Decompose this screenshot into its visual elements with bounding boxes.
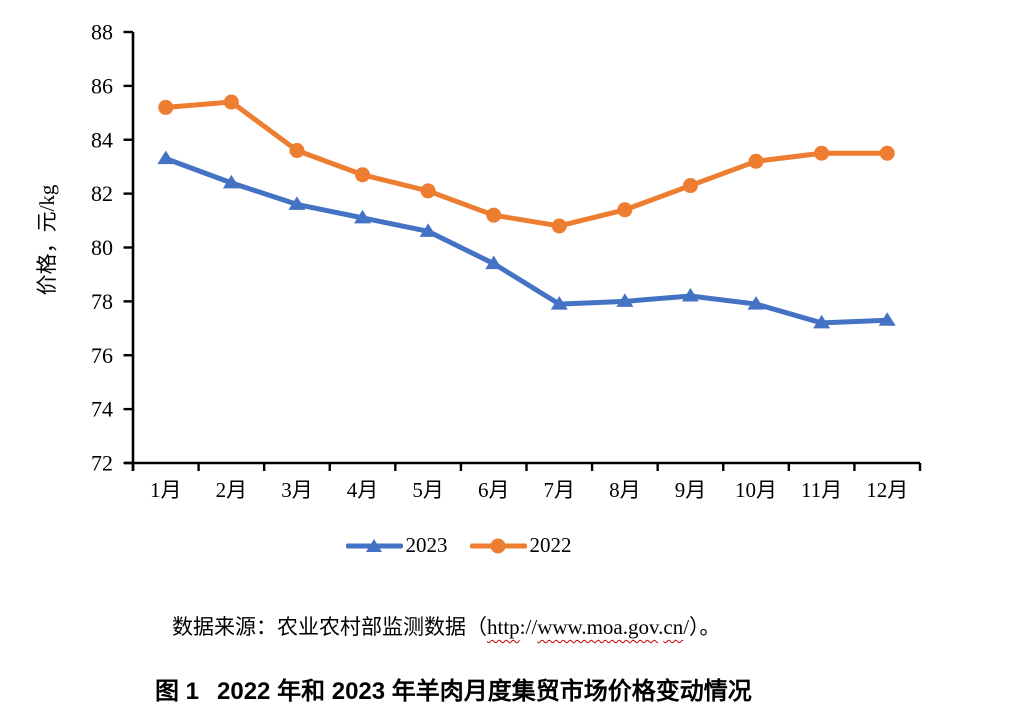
y-axis-tick-label: 86 [91,73,113,98]
legend-label-2023: 2023 [405,533,448,557]
source-note-suffix: ）。 [689,615,721,639]
series-2023-line [163,156,890,326]
series-2022-marker [682,178,698,194]
series-2023-marker [747,296,765,310]
x-axis-tick-label: 11月 [801,478,842,502]
x-axis-tick-label: 4月 [347,478,379,502]
y-axis-tick-label: 82 [91,181,113,206]
x-axis-tick-label: 3月 [281,478,313,502]
url-segment-tld: cn [663,615,684,639]
x-axis-tick-label: 5月 [412,478,444,502]
series-2023-marker [616,293,634,307]
x-axis-tick-label: 6月 [478,478,510,502]
source-note-prefix: 数据来源：农业农村部监测数据（ [172,615,487,639]
legend-label-2022: 2022 [529,533,572,557]
x-axis-tick-label: 8月 [609,478,641,502]
series-2022-marker [879,145,895,161]
series-2023-marker [878,312,896,326]
series-2022-marker [223,94,239,110]
y-axis-tick-label: 88 [91,20,113,45]
series-2022-marker [814,145,830,161]
y-axis-tick-label: 76 [91,343,113,368]
legend-2023-triangle-line-icon [345,538,403,554]
chart-legend: 2023 2022 [0,535,963,556]
price-line-chart: 72 74 76 78 80 82 84 86 88 1月 2月 3月 4月 5月 6月 7月 8月 9月 10月 1… [35,20,922,502]
y-axis-tick-label: 74 [91,397,113,422]
figure-caption: 图 1 2022 年和 2023 年羊肉月度集贸市场价格变动情况 [155,671,752,706]
series-2023-marker [681,287,699,302]
legend-2022-circle-line-icon [469,538,527,554]
series-2022-line [163,99,890,229]
url-segment-dot: . [658,615,664,639]
series-2022-marker [486,207,502,223]
x-axis-tick-label: 1月 [150,478,182,502]
source-note: 数据来源：农业农村部监测数据（http://www.moa.gov.cn/）。 [172,614,721,641]
series-2022-marker [289,143,305,159]
x-axis-tick-label: 12月 [866,478,908,502]
url-segment-scheme-sep: :// [519,615,538,639]
series-2023-marker [354,209,372,224]
series-2023-marker [813,314,831,329]
series-2023-marker [485,255,503,270]
legend-item-2022: 2022 [469,533,572,557]
y-axis-title: 价格，元/kg [35,184,59,295]
url-segment-slash: / [683,615,690,639]
y-axis-tick-label: 84 [91,127,113,152]
series-2022-marker [551,218,567,234]
series-2022-marker [748,153,764,169]
series-2022-marker [617,202,633,218]
series-2023-marker [419,223,437,237]
series-2022-marker [355,167,371,183]
url-segment-host: www.moa.gov [537,615,659,639]
series-2023-marker [222,174,240,189]
url-segment-http: http [487,615,520,639]
series-2023-marker [550,296,568,310]
series-2022-marker [158,99,174,115]
legend-item-2023: 2023 [345,533,448,557]
x-axis-tick-label: 2月 [216,478,248,502]
series-2023-marker [157,150,175,165]
y-axis-tick-label: 80 [91,235,113,260]
series-2022-marker [420,183,436,199]
y-axis-tick-label: 72 [91,451,113,476]
series-2023-marker [288,196,306,210]
x-axis-tick-label: 9月 [675,478,707,502]
figure-caption-text: 2022 年和 2023 年羊肉月度集贸市场价格变动情况 [217,678,752,705]
x-axis-tick-label: 7月 [544,478,576,502]
y-axis-tick-label: 78 [91,289,113,314]
x-axis-tick-label: 10月 [735,478,777,502]
figure-caption-number: 图 1 [155,678,200,705]
